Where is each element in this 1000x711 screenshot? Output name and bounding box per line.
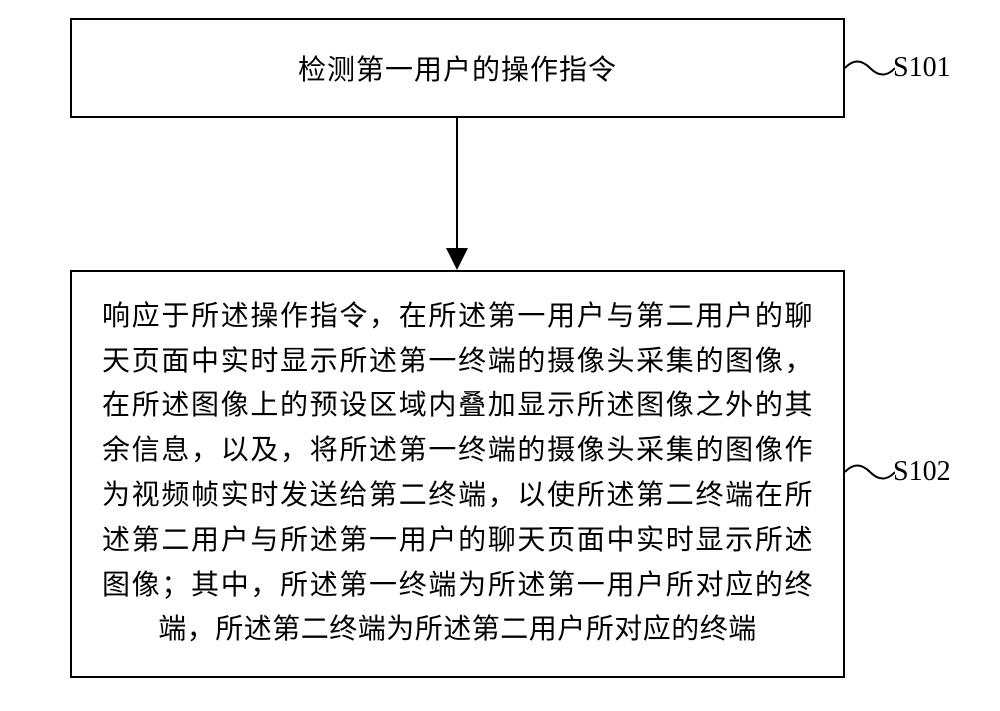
flowchart-node-step2: 响应于所述操作指令，在所述第一用户与第二用户的聊天页面中实时显示所述第一终端的摄… [70,270,845,678]
arrow-head [446,248,468,270]
step2-text: 响应于所述操作指令，在所述第一用户与第二用户的聊天页面中实时显示所述第一终端的摄… [102,295,813,653]
flowchart-container: 检测第一用户的操作指令 S101 响应于所述操作指令，在所述第一用户与第二用户的… [0,0,1000,711]
arrow-line [456,118,458,253]
flowchart-node-step1: 检测第一用户的操作指令 [70,18,845,118]
step1-text: 检测第一用户的操作指令 [298,48,617,88]
step2-label: S102 [893,456,951,488]
connector-wave-1 [845,50,895,90]
connector-wave-2 [845,454,895,494]
step1-label: S101 [893,52,951,84]
